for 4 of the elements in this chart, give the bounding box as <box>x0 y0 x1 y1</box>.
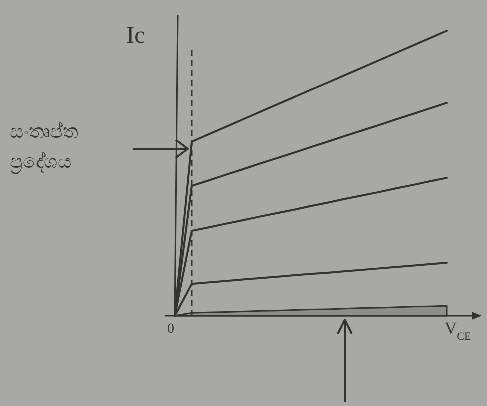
y-axis-title: Ic <box>126 23 146 49</box>
text: 0 <box>168 322 174 337</box>
text: සංතෘප්ත ප්‍රදේශය <box>10 121 78 174</box>
x-axis-title: V$_{CE}$ <box>444 319 472 343</box>
